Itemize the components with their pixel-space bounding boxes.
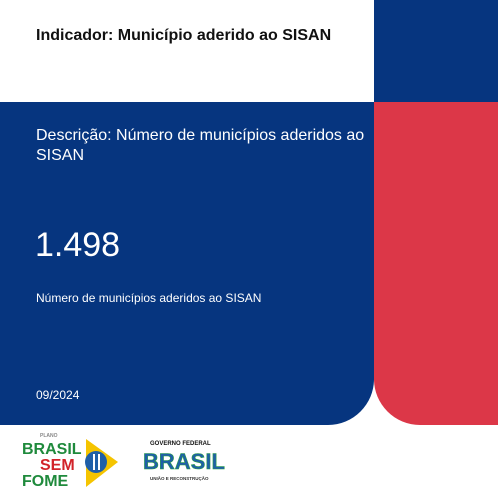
card-title: Indicador: Município aderido ao SISAN: [36, 27, 332, 44]
indicator-value: 1.498: [35, 226, 121, 264]
logo-text: UNIÃO E RECONSTRUÇÃO: [150, 475, 209, 481]
value-caption: Número de municípios aderidos ao SISAN: [36, 291, 262, 305]
logo-text: BRASIL: [22, 441, 82, 458]
logo-text: BRASIL: [143, 449, 225, 474]
logo-small-text: PLANO: [40, 433, 58, 439]
main-panel: [0, 102, 374, 425]
logo-text: GOVERNO FEDERAL: [150, 441, 211, 447]
logo-text: SEM: [40, 457, 75, 474]
logo-shape: [85, 451, 107, 473]
logo-text: FOME: [22, 473, 69, 490]
footer-logos: PLANO BRASIL SEM FOME GOVERNO FEDERAL BR…: [22, 433, 225, 490]
logo-shape: [98, 454, 100, 470]
side-block: [374, 102, 498, 425]
date: 09/2024: [36, 388, 80, 402]
logo-shape: [93, 454, 95, 470]
corner-block: [374, 0, 498, 102]
description: Descrição: Número de municípios aderidos…: [36, 127, 365, 164]
